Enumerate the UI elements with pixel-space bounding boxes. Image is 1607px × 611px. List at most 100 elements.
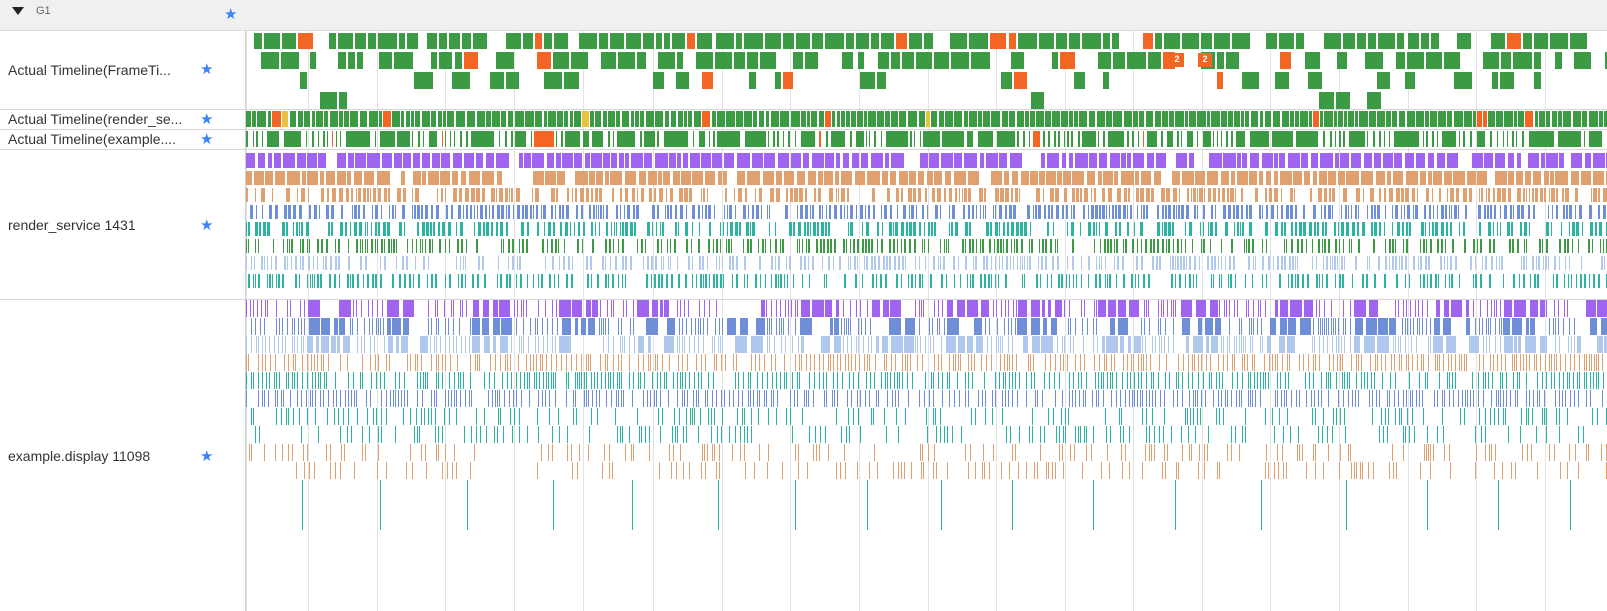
thread-slice[interactable]: [965, 239, 966, 253]
frame-slice[interactable]: [1197, 111, 1206, 127]
frame-slice[interactable]: [508, 111, 513, 127]
thread-slice[interactable]: [403, 318, 409, 335]
thread-slice[interactable]: [675, 222, 677, 236]
thread-slice[interactable]: [1013, 300, 1014, 317]
thread-slice[interactable]: [556, 188, 558, 202]
thread-slice[interactable]: [838, 188, 839, 202]
thread-slice[interactable]: [1328, 372, 1329, 389]
thread-slice[interactable]: [856, 205, 857, 219]
thread-slice[interactable]: [910, 354, 911, 371]
thread-slice[interactable]: [807, 462, 808, 479]
thread-slice[interactable]: [1451, 274, 1453, 288]
thread-slice[interactable]: [893, 462, 894, 479]
thread-slice[interactable]: [543, 205, 546, 219]
thread-slice[interactable]: [1252, 354, 1253, 371]
thread-slice[interactable]: [799, 188, 803, 202]
thread-slice[interactable]: [797, 239, 798, 253]
thread-slice[interactable]: [1445, 205, 1447, 219]
frame-slice[interactable]: [1463, 131, 1465, 147]
frame-slice[interactable]: [832, 111, 835, 127]
thread-slice[interactable]: [402, 205, 405, 219]
thread-slice[interactable]: [856, 336, 857, 353]
thread-slice[interactable]: [1272, 354, 1273, 371]
thread-slice[interactable]: [1452, 239, 1454, 253]
frame-slice[interactable]: [1534, 52, 1541, 69]
thread-slice[interactable]: [1135, 274, 1136, 288]
thread-slice[interactable]: [756, 318, 765, 335]
thread-slice[interactable]: [352, 274, 354, 288]
thread-slice[interactable]: [1331, 318, 1332, 335]
thread-slice[interactable]: [363, 274, 364, 288]
thread-slice[interactable]: [790, 408, 791, 425]
thread-slice[interactable]: [677, 426, 678, 443]
thread-slice[interactable]: [1458, 205, 1459, 219]
thread-slice[interactable]: [517, 300, 518, 317]
thread-slice[interactable]: [602, 462, 603, 479]
thread-slice[interactable]: [581, 354, 582, 371]
thread-slice[interactable]: [1239, 318, 1240, 335]
frame-slice[interactable]: [411, 111, 414, 127]
thread-slice[interactable]: [302, 239, 304, 253]
thread-slice[interactable]: [991, 354, 992, 371]
thread-slice[interactable]: [370, 188, 371, 202]
thread-slice[interactable]: [1438, 274, 1439, 288]
thread-slice[interactable]: [662, 408, 663, 425]
thread-slice[interactable]: [1237, 222, 1239, 236]
thread-slice[interactable]: [1556, 274, 1558, 288]
thread-slice[interactable]: [431, 274, 433, 288]
thread-slice[interactable]: [1179, 188, 1180, 202]
thread-slice[interactable]: [1488, 222, 1491, 236]
thread-slice[interactable]: [1120, 336, 1124, 353]
thread-slice[interactable]: [629, 336, 630, 353]
thread-slice[interactable]: [344, 444, 345, 461]
thread-slice[interactable]: [849, 372, 850, 389]
thread-slice[interactable]: [271, 256, 272, 270]
frame-slice[interactable]: [1146, 111, 1153, 127]
thread-slice[interactable]: [1219, 462, 1220, 479]
frame-slice[interactable]: [1522, 131, 1524, 147]
thread-slice[interactable]: [1241, 318, 1242, 335]
thread-slice[interactable]: [1433, 205, 1434, 219]
thread-slice[interactable]: [1271, 205, 1274, 219]
thread-slice[interactable]: [762, 239, 764, 253]
thread-slice[interactable]: [1423, 408, 1424, 425]
thread-slice[interactable]: [696, 354, 697, 371]
thread-slice[interactable]: [1404, 205, 1405, 219]
thread-slice[interactable]: [375, 354, 376, 371]
thread-slice[interactable]: [334, 408, 335, 425]
thread-slice[interactable]: [1585, 153, 1591, 168]
thread-slice[interactable]: [1012, 480, 1013, 530]
thread-slice[interactable]: [858, 408, 859, 425]
thread-slice[interactable]: [516, 318, 517, 335]
thread-slice[interactable]: [1333, 408, 1334, 425]
thread-slice[interactable]: [312, 274, 313, 288]
thread-slice[interactable]: [621, 354, 622, 371]
thread-slice[interactable]: [744, 444, 745, 461]
thread-slice[interactable]: [625, 171, 636, 185]
thread-slice[interactable]: [1319, 300, 1320, 317]
frame-slice[interactable]: [881, 131, 882, 147]
thread-slice[interactable]: [484, 372, 485, 389]
thread-slice[interactable]: [775, 239, 777, 253]
thread-slice[interactable]: [1073, 205, 1075, 219]
thread-slice[interactable]: [820, 239, 822, 253]
thread-slice[interactable]: [1154, 171, 1161, 185]
thread-slice[interactable]: [1059, 372, 1060, 389]
thread-slice[interactable]: [253, 408, 254, 425]
thread-slice[interactable]: [321, 239, 323, 253]
thread-slice[interactable]: [1105, 222, 1108, 236]
thread-slice[interactable]: [922, 354, 923, 371]
thread-slice[interactable]: [588, 318, 595, 335]
thread-slice[interactable]: [1342, 354, 1343, 371]
thread-slice[interactable]: [740, 426, 741, 443]
thread-slice[interactable]: [1121, 153, 1126, 168]
thread-slice[interactable]: [1428, 354, 1429, 371]
thread-slice[interactable]: [962, 188, 963, 202]
thread-slice[interactable]: [484, 336, 490, 353]
thread-slice[interactable]: [1234, 354, 1235, 371]
thread-slice[interactable]: [1091, 444, 1092, 461]
thread-slice[interactable]: [621, 390, 622, 407]
thread-slice[interactable]: [1488, 372, 1489, 389]
thread-slice[interactable]: [1145, 336, 1146, 353]
frame-slice[interactable]: [537, 52, 551, 69]
